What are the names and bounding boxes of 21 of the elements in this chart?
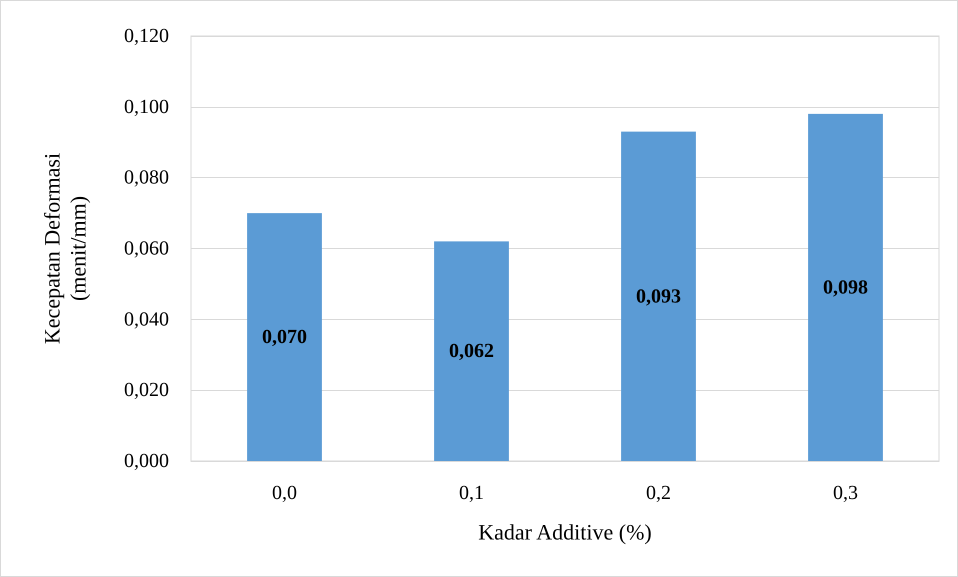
y-tick-label: 0,080: [124, 166, 169, 189]
y-tick-label: 0,040: [124, 308, 169, 330]
bar: [247, 213, 322, 461]
y-tick-label: 0,000: [124, 450, 169, 472]
x-tick-label: 0,1: [459, 482, 484, 504]
x-tick-label: 0,3: [833, 482, 858, 504]
y-tick-label: 0,100: [124, 96, 169, 118]
y-tick-label: 0,060: [124, 238, 169, 260]
y-axis-title: Kecepatan Deformasi (menit/mm): [40, 152, 90, 344]
x-tick-label: 0,0: [272, 482, 297, 504]
bar: [808, 114, 883, 461]
bar: [434, 241, 509, 461]
data-label: 0,093: [636, 285, 681, 308]
data-label: 0,098: [823, 276, 868, 298]
x-tick-label: 0,2: [646, 482, 671, 504]
data-label: 0,070: [262, 326, 307, 348]
bar: [621, 132, 696, 461]
data-label: 0,062: [449, 340, 494, 362]
y-tick-label: 0,120: [124, 25, 169, 47]
x-axis-title: Kadar Additive (%): [478, 520, 652, 544]
y-tick-label: 0,020: [124, 379, 169, 402]
